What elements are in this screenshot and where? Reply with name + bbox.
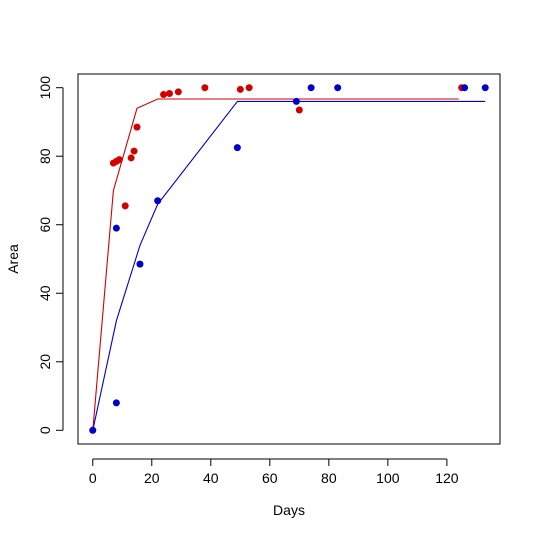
data-point: [201, 84, 209, 92]
x-axis: 0 20 40 60 80 100 120: [89, 458, 459, 486]
data-point: [307, 84, 315, 92]
x-tick-label: 60: [262, 470, 278, 486]
plot-frame: [77, 73, 501, 445]
data-point: [174, 88, 182, 96]
data-point: [121, 202, 129, 210]
data-point: [236, 85, 244, 93]
x-tick-label: 80: [321, 470, 337, 486]
y-axis-label: Area: [5, 244, 21, 274]
x-tick-label: 100: [376, 470, 400, 486]
data-point: [295, 106, 303, 114]
data-point: [89, 426, 97, 434]
data-point: [127, 154, 135, 162]
data-point: [245, 84, 253, 92]
y-tick-label: 20: [37, 354, 53, 370]
data-point: [481, 84, 489, 92]
y-tick-label: 0: [37, 426, 53, 434]
data-point: [154, 197, 162, 205]
fit-line: [92, 100, 486, 431]
data-point: [136, 260, 144, 268]
data-point: [115, 156, 123, 164]
fit-line: [92, 98, 459, 431]
x-tick-label: 0: [89, 470, 97, 486]
y-axis: 0 20 40 60 80 100: [37, 76, 64, 434]
y-tick-label: 100: [37, 76, 53, 100]
y-tick-label: 40: [37, 285, 53, 301]
x-tick-label: 120: [435, 470, 459, 486]
data-point: [165, 90, 173, 98]
data-point: [112, 399, 120, 407]
data-point: [461, 84, 469, 92]
y-tick-label: 80: [37, 148, 53, 164]
data-point: [334, 84, 342, 92]
y-tick-label: 60: [37, 217, 53, 233]
x-tick-label: 40: [203, 470, 219, 486]
data-point: [233, 144, 241, 152]
fit-lines: [92, 98, 486, 431]
data-point: [133, 123, 141, 131]
data-point: [292, 97, 300, 105]
data-point: [160, 91, 168, 99]
data-point: [112, 224, 120, 232]
data-point: [130, 147, 138, 155]
x-tick-label: 20: [144, 470, 160, 486]
data-points: [89, 84, 489, 434]
x-axis-label: Days: [273, 502, 305, 518]
